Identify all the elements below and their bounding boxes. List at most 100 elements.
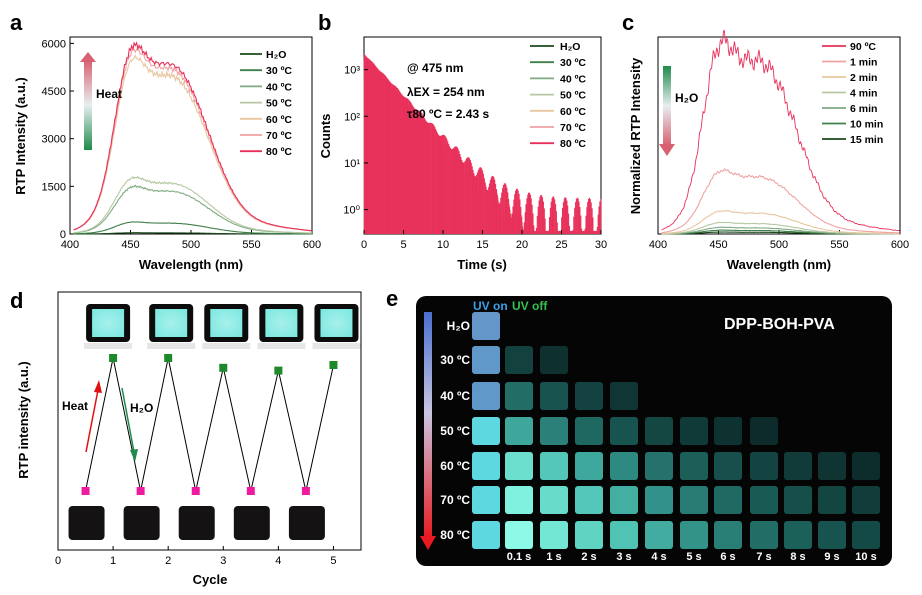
uv-on-label: UV on (473, 299, 508, 313)
panel-d-on-marker (109, 354, 118, 362)
glowing-film-highlight (210, 309, 243, 337)
panel-c-ylabel: Normalized RTP Intensity (628, 57, 643, 214)
dark-film-tile (178, 506, 215, 540)
panel-e-time-label: 9 s (824, 551, 839, 563)
panel-e-row-label: 30 ºC (440, 353, 470, 367)
panel-d-ylabel: RTP intensity (a.u.) (16, 361, 31, 479)
panel-b-xtick-label: 10 (437, 239, 449, 251)
panel-e-film-tile (852, 452, 880, 480)
panel-d-off-marker (81, 487, 90, 495)
panel-e-film-tile (575, 382, 603, 410)
panel-d-xtick-label: 3 (220, 555, 226, 567)
panel-e-film-tile (472, 312, 500, 340)
panel-e-film-tile (750, 521, 778, 549)
panel-e-row-label: H₂O (447, 319, 470, 333)
panel-d-on-marker (329, 361, 338, 369)
panel-e-film-tile (540, 417, 568, 445)
panel-e-film-tile (680, 452, 708, 480)
panel-e-film-tile (680, 486, 708, 514)
panel-b-legend-label: 30 ºC (560, 57, 586, 69)
heat-arrow-tip (94, 380, 102, 393)
panel-b-ytick-label: 10³ (344, 65, 360, 77)
panel-e-film-tile (818, 452, 846, 480)
panel-e-film-tile (540, 452, 568, 480)
panel-b-xtick-label: 5 (400, 239, 406, 251)
panel-c-series-line (661, 168, 900, 234)
water-arrow-line (121, 387, 135, 453)
panel-a-legend-label: 30 ºC (266, 65, 292, 77)
glowing-film-highlight (320, 309, 353, 337)
panel-e-film-tile (472, 382, 500, 410)
panel-e-film-tile (540, 486, 568, 514)
panel-e-time-label: 4 s (651, 551, 666, 563)
panel-b-xtick-label: 0 (361, 239, 367, 251)
panel-e-film-tile (505, 486, 533, 514)
panel-e-film-tile (472, 452, 500, 480)
panel-c-xtick-label: 600 (891, 239, 909, 251)
panel-a-ylabel: RTP Intensity (a.u.) (13, 77, 28, 195)
panel-e-photo-grid: UV on UV off DPP-BOH-PVA H₂O 30 ºC 40 ºC 50… (416, 296, 892, 566)
panel-e-title: DPP-BOH-PVA (724, 316, 835, 333)
panel-e-film-tile (575, 452, 603, 480)
panel-e-time-label: 8 s (790, 551, 805, 563)
dark-film-tile (233, 506, 270, 540)
panel-b-xtick-label: 15 (476, 239, 488, 251)
dark-film-tile (123, 506, 160, 540)
temperature-arrow-bar (424, 312, 432, 538)
panel-b-chart: 0 5 10 15 20 25 30 10⁰ 10¹ 10² 10³ @ 475 nm λEX = … (318, 36, 607, 272)
panel-e-film-tile (680, 417, 708, 445)
panel-d-on-marker (274, 366, 283, 375)
panel-e-film-tile (472, 417, 500, 445)
panel-d-xtick-label: 4 (275, 555, 281, 567)
panel-a-ytick-label: 0 (60, 229, 66, 241)
panel-e-film-tile (784, 486, 812, 514)
panel-b-legend-label: 80 ºC (560, 138, 586, 150)
panel-d-xtick-label: 1 (110, 555, 116, 567)
panel-label-e: e (386, 286, 398, 311)
panel-label-b: b (318, 10, 331, 35)
panel-d-off-marker (191, 487, 200, 495)
panel-a-xtick-label: 450 (121, 239, 139, 251)
panel-b-xtick-label: 20 (516, 239, 528, 251)
panel-b-annotation-excitation: λEX = 254 nm (407, 85, 485, 99)
panel-e-film-tile (784, 521, 812, 549)
panel-c-chart: 400 450 500 550 600 H₂O 90 ºC 1 min 2 min 4 min… (628, 29, 909, 272)
panel-b-ytick-label: 10² (344, 111, 360, 123)
panel-e-film-tile (505, 521, 533, 549)
panel-c-legend-label: 2 min (850, 72, 877, 84)
panel-c-water-label: H₂O (675, 91, 698, 105)
panel-e-time-label: 5 s (686, 551, 701, 563)
panel-a-heat-label: Heat (96, 87, 122, 101)
film-reflection (84, 343, 133, 349)
film-reflection (202, 343, 251, 349)
panel-e-film-tile (714, 486, 742, 514)
panel-b-ylabel: Counts (318, 114, 333, 159)
panel-b-legend-label: 40 ºC (560, 73, 586, 85)
panel-c-legend-label: 15 min (850, 134, 883, 146)
panel-b-xtick-label: 30 (595, 239, 607, 251)
panel-e-film-tile (714, 521, 742, 549)
dark-film-tile (68, 506, 105, 540)
panel-e-film-tile (852, 486, 880, 514)
panel-b-xlabel: Time (s) (457, 257, 507, 272)
film-reflection (312, 343, 361, 349)
panel-label-d: d (10, 288, 23, 313)
panel-d-cycle-line (85, 357, 334, 492)
glowing-film-highlight (265, 309, 298, 337)
panel-e-film-tile (645, 452, 673, 480)
panel-c-xtick-label: 500 (770, 239, 788, 251)
panel-c-series-line (661, 209, 900, 235)
panel-e-film-tile (645, 417, 673, 445)
panel-e-film-tile (645, 521, 673, 549)
water-arrow-tip (130, 449, 138, 462)
panel-c-legend-label: 10 min (850, 119, 883, 131)
panel-a-xtick-label: 550 (242, 239, 260, 251)
panel-e-time-label: 2 s (581, 551, 596, 563)
panel-e-film-tile (680, 521, 708, 549)
panel-e-film-tile (540, 382, 568, 410)
panel-c-xtick-label: 450 (709, 239, 727, 251)
panel-d-on-marker (164, 354, 173, 362)
glowing-film-highlight (92, 309, 125, 337)
